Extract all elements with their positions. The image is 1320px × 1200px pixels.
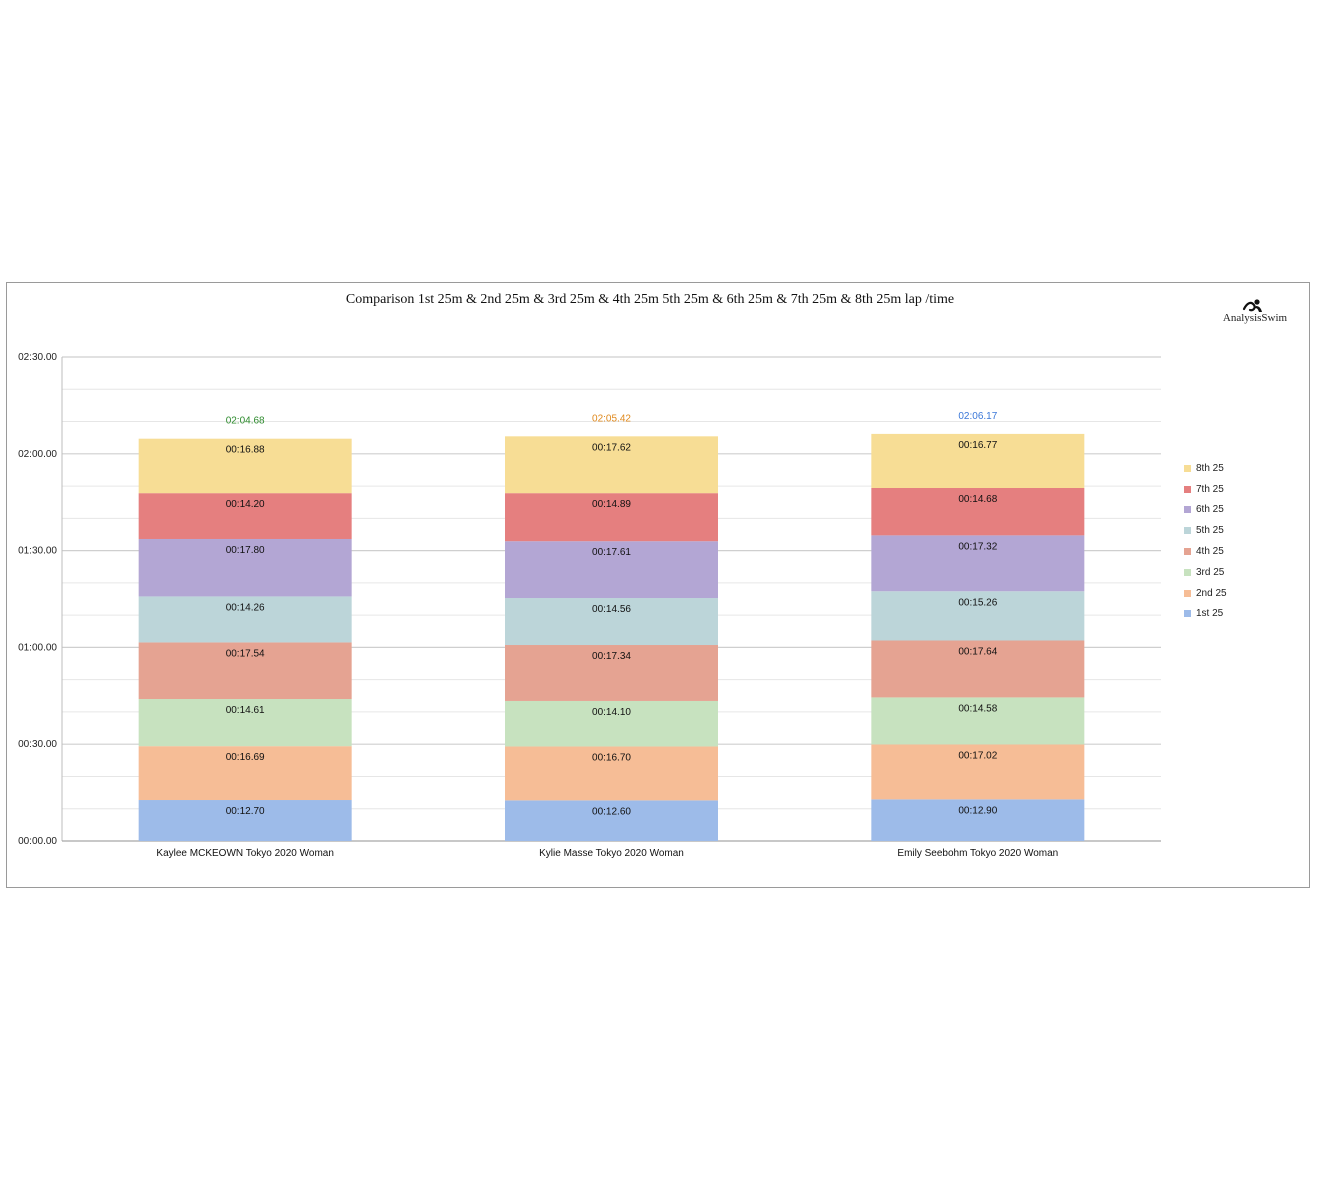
bar-segment: [871, 744, 1085, 800]
y-tick-label: 02:00.00: [18, 449, 57, 460]
legend-swatch: [1184, 548, 1191, 556]
bar-segment: [505, 541, 718, 599]
analysisswim-logo: AnalysisSwim: [1220, 297, 1290, 329]
legend-item: 8th 25: [1184, 458, 1227, 479]
segment-label: 00:15.26: [958, 597, 997, 608]
bar-segment: [138, 699, 352, 747]
bar-segment: [871, 488, 1085, 536]
legend-item: 2nd 25: [1184, 583, 1227, 604]
segment-label: 00:14.26: [226, 602, 265, 613]
segment-label: 00:14.10: [592, 707, 631, 718]
segment-label: 00:14.20: [226, 499, 265, 510]
bar-segment: [505, 700, 718, 747]
bar-segment: [871, 640, 1085, 698]
segment-label: 00:12.70: [226, 806, 265, 817]
y-tick-label: 02:30.00: [18, 352, 57, 363]
bar-segment: [505, 746, 718, 801]
y-tick-label: 01:30.00: [18, 546, 57, 557]
bar-segment: [138, 538, 352, 597]
y-tick-label: 00:30.00: [18, 739, 57, 750]
segment-label: 00:17.32: [958, 541, 997, 552]
legend-swatch: [1184, 568, 1191, 576]
bar-segment: [505, 436, 718, 494]
bar-segment: [871, 697, 1085, 745]
total-label: 02:06.17: [958, 411, 997, 422]
segment-label: 00:12.90: [958, 805, 997, 816]
segment-label: 00:14.68: [958, 494, 997, 505]
segment-label: 00:12.60: [592, 806, 631, 817]
legend-swatch: [1184, 485, 1191, 493]
bar-segment: [871, 591, 1085, 641]
bar-segment: [138, 642, 352, 700]
legend-item: 7th 25: [1184, 479, 1227, 500]
legend-label: 3rd 25: [1196, 566, 1225, 578]
legend-swatch: [1184, 464, 1191, 472]
total-label: 02:04.68: [226, 416, 265, 427]
segment-label: 00:17.54: [226, 648, 265, 659]
legend-label: 4th 25: [1196, 546, 1224, 558]
segment-label: 00:16.70: [592, 752, 631, 763]
legend-swatch: [1184, 527, 1191, 535]
legend-item: 5th 25: [1184, 520, 1227, 541]
y-tick-label: 01:00.00: [18, 642, 57, 653]
legend-item: 1st 25: [1184, 604, 1227, 625]
x-tick-label: Kaylee MCKEOWN Tokyo 2020 Woman: [156, 848, 333, 859]
bar-segment: [505, 598, 718, 646]
legend-label: 1st 25: [1196, 608, 1224, 620]
x-tick-label: Kylie Masse Tokyo 2020 Woman: [539, 848, 684, 859]
segment-label: 00:16.77: [958, 440, 997, 451]
bar-segment: [505, 645, 718, 701]
swimmer-icon: [1242, 299, 1262, 312]
bar-segment: [871, 433, 1085, 489]
legend-swatch: [1184, 610, 1191, 618]
logo-text: AnalysisSwim: [1222, 312, 1288, 324]
segment-label: 00:14.58: [958, 703, 997, 714]
segment-label: 00:14.89: [592, 499, 631, 510]
bar-segment: [138, 800, 352, 841]
legend-item: 4th 25: [1184, 541, 1227, 562]
bar-segment: [138, 493, 352, 539]
legend-label: 7th 25: [1196, 483, 1224, 495]
segment-label: 00:17.62: [592, 442, 631, 453]
legend-swatch: [1184, 506, 1191, 514]
segment-label: 00:17.61: [592, 547, 631, 558]
y-tick-label: 00:00.00: [18, 836, 57, 847]
bar-segment: [138, 596, 352, 643]
legend-label: 8th 25: [1196, 462, 1224, 474]
chart-title: Comparison 1st 25m & 2nd 25m & 3rd 25m &…: [345, 292, 955, 307]
bar-segment: [138, 438, 352, 494]
bar-segment: [871, 535, 1085, 592]
legend-item: 3rd 25: [1184, 562, 1227, 583]
segment-label: 00:17.80: [226, 545, 265, 556]
segment-label: 00:14.56: [592, 604, 631, 615]
x-tick-label: Emily Seebohm Tokyo 2020 Woman: [897, 848, 1058, 859]
legend-swatch: [1184, 589, 1191, 597]
legend-label: 5th 25: [1196, 525, 1224, 537]
legend-item: 6th 25: [1184, 500, 1227, 521]
total-label: 02:05.42: [592, 413, 631, 424]
bar-segment: [505, 800, 718, 841]
segment-label: 00:16.69: [226, 752, 265, 763]
segment-label: 00:17.34: [592, 651, 631, 662]
segment-label: 00:17.02: [958, 750, 997, 761]
segment-label: 00:17.64: [958, 646, 997, 657]
segment-label: 00:14.61: [226, 705, 265, 716]
bar-segment: [871, 799, 1085, 841]
legend-label: 6th 25: [1196, 504, 1224, 516]
legend-label: 2nd 25: [1196, 587, 1227, 599]
segment-label: 00:16.88: [226, 445, 265, 456]
bar-segment: [505, 493, 718, 542]
chart-legend: 8th 25 7th 25 6th 25 5th 25 4th 25 3rd 25 2nd …: [1184, 458, 1227, 624]
bar-segment: [138, 746, 352, 801]
